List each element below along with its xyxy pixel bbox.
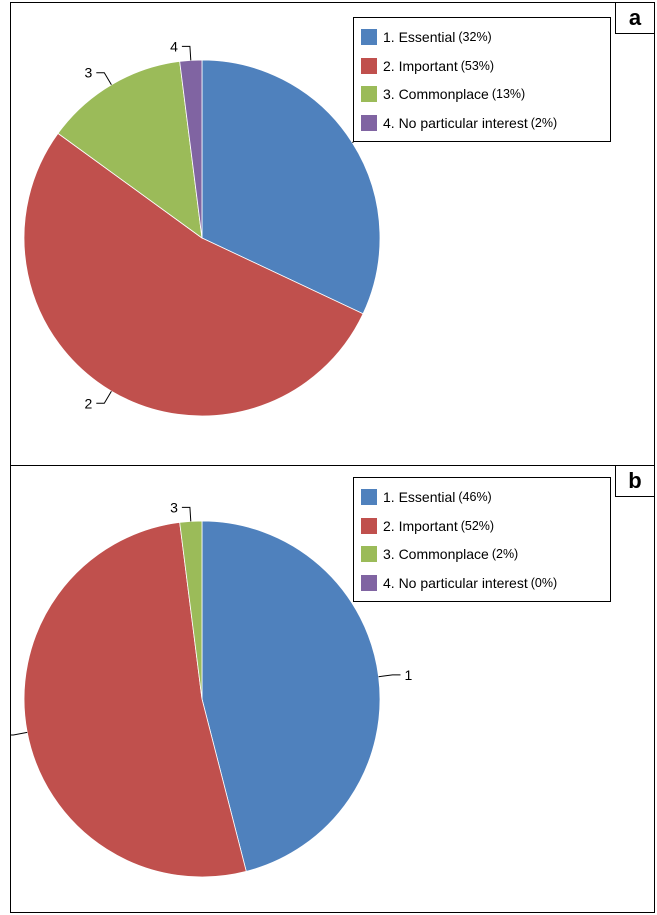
pie-chart-panel-a: 1234 1. Essential(32%)2. Important(53%)3… (10, 2, 655, 466)
pie-chart-b: 123 (11, 499, 413, 878)
legend-percent: (52%) (460, 518, 495, 533)
legend-swatch (361, 489, 377, 506)
legend-label: 4. No particular interest (383, 574, 528, 591)
legend-swatch (361, 546, 377, 563)
legend-label: 4. No particular interest (383, 114, 528, 131)
slice-label-3: 3 (85, 65, 93, 81)
pie-chart-panel-b: 123 1. Essential(46%)2. Important(52%)3.… (10, 465, 655, 913)
legend-label: 3. Commonplace (383, 546, 489, 563)
legend-item-1: 1. Essential (46%) (361, 483, 604, 512)
legend-label: 3. Commonplace (383, 86, 489, 103)
legend-swatch (361, 114, 377, 131)
legend-swatch (361, 57, 377, 74)
legend-item-2: 2. Important (52%) (361, 512, 604, 541)
leader-line-3 (181, 506, 192, 522)
panel-label-b: b (615, 466, 654, 497)
pie-slice-1 (201, 520, 381, 872)
leader-line-2 (11, 731, 28, 736)
legend-label: 2. Important (383, 57, 458, 74)
slice-label-2: 2 (85, 395, 93, 411)
leader-line-1 (378, 674, 401, 678)
legend-a: 1. Essential (32%) 2. Important (53%) 3. Com… (353, 17, 611, 142)
slice-label-1: 1 (405, 667, 413, 683)
legend-swatch (361, 29, 377, 46)
legend-percent: (0%) (530, 575, 558, 590)
legend-item-3: 3. Commonplace (13%) (361, 80, 604, 109)
legend-b: 1. Essential (46%) 2. Important (52%) 3. Com… (353, 477, 611, 602)
legend-percent: (32%) (458, 30, 492, 45)
legend-label: 2. Important (383, 517, 458, 534)
legend-percent: (13%) (491, 87, 526, 102)
leader-line-3 (96, 72, 112, 86)
legend-swatch (361, 574, 377, 591)
legend-percent: (46%) (458, 490, 492, 505)
pie-chart-a: 1234 (23, 38, 384, 417)
legend-swatch (361, 517, 377, 534)
legend-item-4: 4. No particular interest (2%) (361, 109, 604, 138)
legend-percent: (53%) (460, 58, 495, 73)
pie-slice-2 (23, 132, 364, 417)
slice-label-3: 3 (170, 499, 178, 515)
legend-item-3: 3. Commonplace (2%) (361, 540, 604, 569)
legend-label: 1. Essential (383, 29, 456, 46)
legend-item-1: 1. Essential (32%) (361, 23, 604, 52)
legend-swatch (361, 86, 377, 103)
slice-label-4: 4 (170, 38, 178, 54)
legend-item-2: 2. Important (53%) (361, 52, 604, 81)
legend-label: 1. Essential (383, 489, 456, 506)
leader-line-2 (96, 390, 112, 404)
panel-label-a: a (615, 3, 654, 34)
legend-percent: (2%) (491, 547, 519, 562)
pie-slice-1 (201, 59, 381, 315)
leader-line-4 (181, 45, 192, 61)
legend-item-4: 4. No particular interest (0%) (361, 569, 604, 598)
legend-percent: (2%) (530, 115, 558, 130)
